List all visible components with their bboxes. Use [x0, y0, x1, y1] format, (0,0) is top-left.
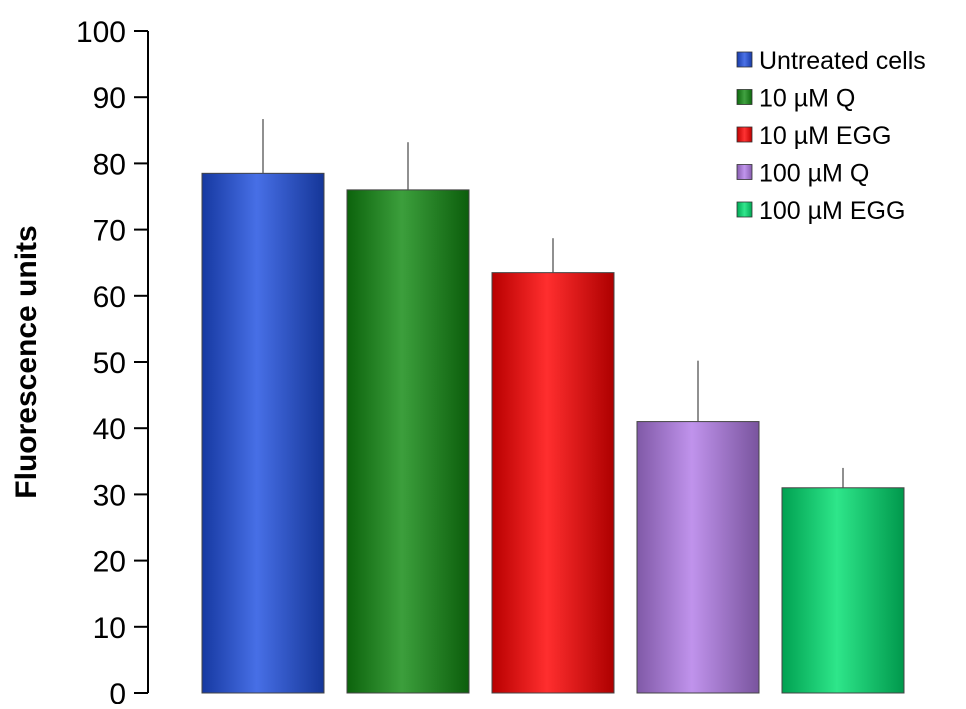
legend-swatch-5	[736, 201, 753, 218]
bar-3	[491, 272, 615, 694]
y-tick-label: 30	[93, 479, 126, 512]
y-tick-label: 60	[93, 281, 126, 314]
legend-swatch-4	[736, 164, 753, 180]
legend-swatch-2	[736, 89, 753, 105]
legend-label-1: Untreated cells	[759, 47, 926, 75]
y-tick-label: 10	[93, 612, 126, 645]
y-tick-label: 0	[109, 678, 126, 704]
bar-2	[346, 189, 470, 694]
legend-label-5: 100 µM EGG	[759, 197, 905, 225]
y-tick-label: 20	[93, 546, 126, 579]
y-tick-label: 50	[93, 347, 126, 380]
bar-4	[636, 421, 760, 694]
legend-label-4: 100 µM Q	[759, 160, 869, 188]
legend-swatch-1	[736, 51, 753, 68]
legend: Untreated cells 10 µM Q 10 µM EGG 100 µM Q 1…	[736, 47, 926, 225]
legend-label-3: 10 µM EGG	[759, 122, 892, 150]
legend-label-2: 10 µM Q	[759, 85, 855, 113]
y-axis-title: Fluorescence units	[10, 225, 43, 498]
bars-group	[201, 119, 905, 694]
y-axis: 0 10 20 30 40 50 60 70 80 90 100	[76, 16, 149, 709]
y-tick-label: 40	[93, 413, 126, 446]
y-tick-label: 80	[93, 148, 126, 181]
y-tick-label: 90	[93, 82, 126, 115]
y-tick-label: 100	[76, 16, 126, 49]
y-tick-label: 70	[93, 215, 126, 248]
bar-1	[201, 172, 325, 694]
legend-swatch-3	[736, 126, 753, 143]
bar-5	[781, 487, 905, 694]
